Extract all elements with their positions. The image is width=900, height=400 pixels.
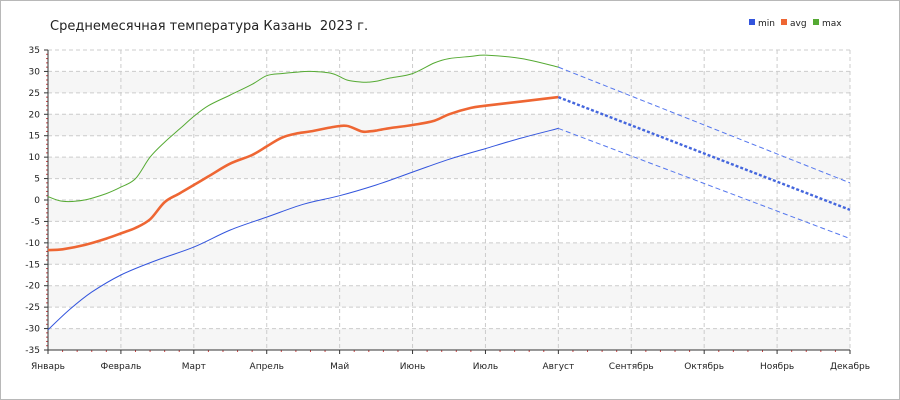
x-tick-labels: Январь Февраль Март Апрель Май Июнь Июль Август… — [31, 362, 870, 372]
x-tick-label: Сентябрь — [609, 362, 654, 372]
legend-label-max: max — [822, 19, 842, 29]
x-tick-label: Май — [330, 362, 349, 372]
plot-band — [48, 200, 850, 222]
axes — [44, 49, 851, 354]
series-line-min — [47, 127, 559, 331]
series-line-avg — [47, 95, 559, 252]
y-tick-label: -15 — [25, 260, 40, 270]
y-tick-label: -35 — [25, 346, 40, 356]
plot-band — [48, 157, 850, 179]
y-tick-label: 10 — [29, 153, 41, 163]
series-line-max — [47, 54, 559, 203]
plot-band — [48, 328, 850, 350]
x-tick-label: Ноябрь — [760, 362, 794, 372]
plot-band — [48, 285, 850, 308]
y-tick-label: 30 — [29, 67, 41, 77]
chart-title: Среднемесячная температура Казань 2023 г… — [50, 19, 369, 34]
grid-lines — [47, 49, 851, 351]
x-tick-label: Октябрь — [684, 362, 724, 372]
plot-band — [48, 71, 850, 93]
forecast-line-max — [558, 66, 851, 184]
y-tick-label: -5 — [31, 217, 40, 227]
x-tick-label: Июнь — [400, 362, 426, 372]
legend-label-avg: avg — [790, 19, 807, 29]
legend-label-min: min — [758, 19, 775, 29]
legend-swatch-max — [813, 19, 819, 25]
y-tick-label: -10 — [25, 239, 40, 249]
forecast-line-min — [558, 127, 851, 240]
plot-bands — [48, 71, 850, 350]
x-tick-label: Август — [543, 362, 575, 372]
y-tick-label: 25 — [29, 89, 40, 99]
x-tick-label: Июль — [473, 362, 498, 372]
x-tick-label: Март — [182, 362, 206, 372]
x-tick-label: Декабрь — [830, 362, 870, 372]
y-tick-label: 0 — [34, 196, 40, 206]
forecast-line-avg — [557, 96, 851, 211]
x-tick-label: Январь — [31, 362, 65, 372]
y-tick-label: 20 — [29, 110, 41, 120]
y-tick-labels: -35 -30 -25 -20 -15 -10 -5 0 5 10 15 20 25 30 35 — [25, 46, 40, 356]
x-tick-label: Апрель — [250, 362, 284, 372]
y-tick-label: -30 — [25, 325, 40, 335]
y-tick-label: 35 — [29, 46, 40, 56]
legend-swatch-avg — [781, 19, 787, 25]
plot-band — [48, 114, 850, 136]
series-lines — [47, 54, 851, 331]
y-tick-label: -20 — [25, 282, 40, 292]
x-tick-label: Февраль — [100, 362, 141, 372]
plot-band — [48, 242, 850, 265]
y-tick-label: -25 — [25, 303, 40, 313]
y-tick-label: 5 — [34, 175, 40, 185]
legend: min avg max — [749, 19, 842, 29]
legend-swatch-min — [749, 19, 755, 25]
y-tick-label: 15 — [29, 132, 40, 142]
